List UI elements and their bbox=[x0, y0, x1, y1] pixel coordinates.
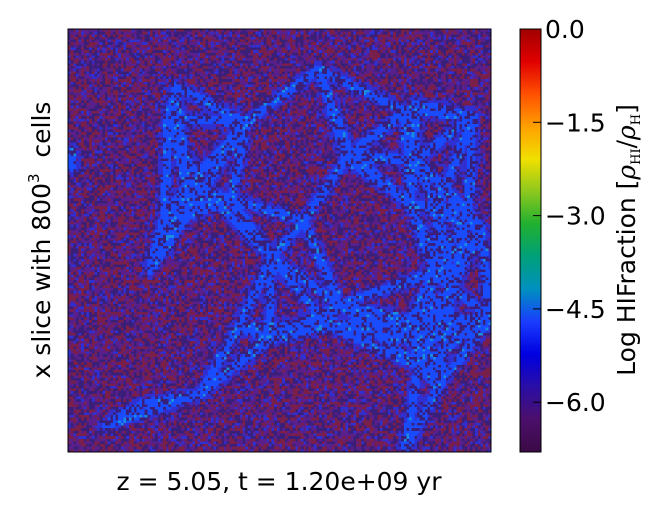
colorbar-ticks: 0.0 −1.5 −3.0 −4.5 −6.0 bbox=[533, 15, 606, 417]
colorbar-tick-label: −4.5 bbox=[545, 295, 606, 324]
hi-fraction-slice bbox=[68, 29, 491, 452]
x-axis-label: z = 5.05, t = 1.20e+09 yr bbox=[117, 467, 443, 496]
colorbar-label-sub-hi: HI bbox=[629, 148, 644, 164]
y-axis-label: x slice with 8003 cells bbox=[25, 102, 56, 379]
colorbar-tick-label: −6.0 bbox=[545, 388, 606, 417]
slice-frame bbox=[67, 28, 492, 453]
colorbar-label-suffix: ] bbox=[612, 104, 641, 114]
colorbar-label-prefix: Log HIFraction [ bbox=[612, 180, 641, 376]
colorbar-gradient bbox=[520, 29, 541, 452]
colorbar-label-sub-h: H bbox=[629, 114, 644, 125]
colorbar: 0.0 −1.5 −3.0 −4.5 −6.0 bbox=[519, 15, 606, 453]
slice-image bbox=[67, 28, 492, 453]
colorbar-tick-label: 0.0 bbox=[545, 15, 585, 44]
colorbar-label: Log HIFraction [ρHI/ρH] bbox=[612, 104, 644, 376]
colorbar-tick-label: −1.5 bbox=[545, 108, 606, 137]
colorbar-frame bbox=[519, 28, 542, 453]
colorbar-label-sep: / bbox=[612, 139, 641, 148]
y-axis-label-superscript: 3 bbox=[25, 173, 43, 183]
colorbar-label-rho-h: ρ bbox=[612, 125, 641, 141]
colorbar-tick-label: −3.0 bbox=[545, 202, 606, 231]
colorbar-label-rho-hi: ρ bbox=[612, 165, 641, 181]
y-axis-label-prefix: x slice with 800 bbox=[27, 183, 56, 378]
y-axis-label-suffix: cells bbox=[27, 102, 56, 174]
